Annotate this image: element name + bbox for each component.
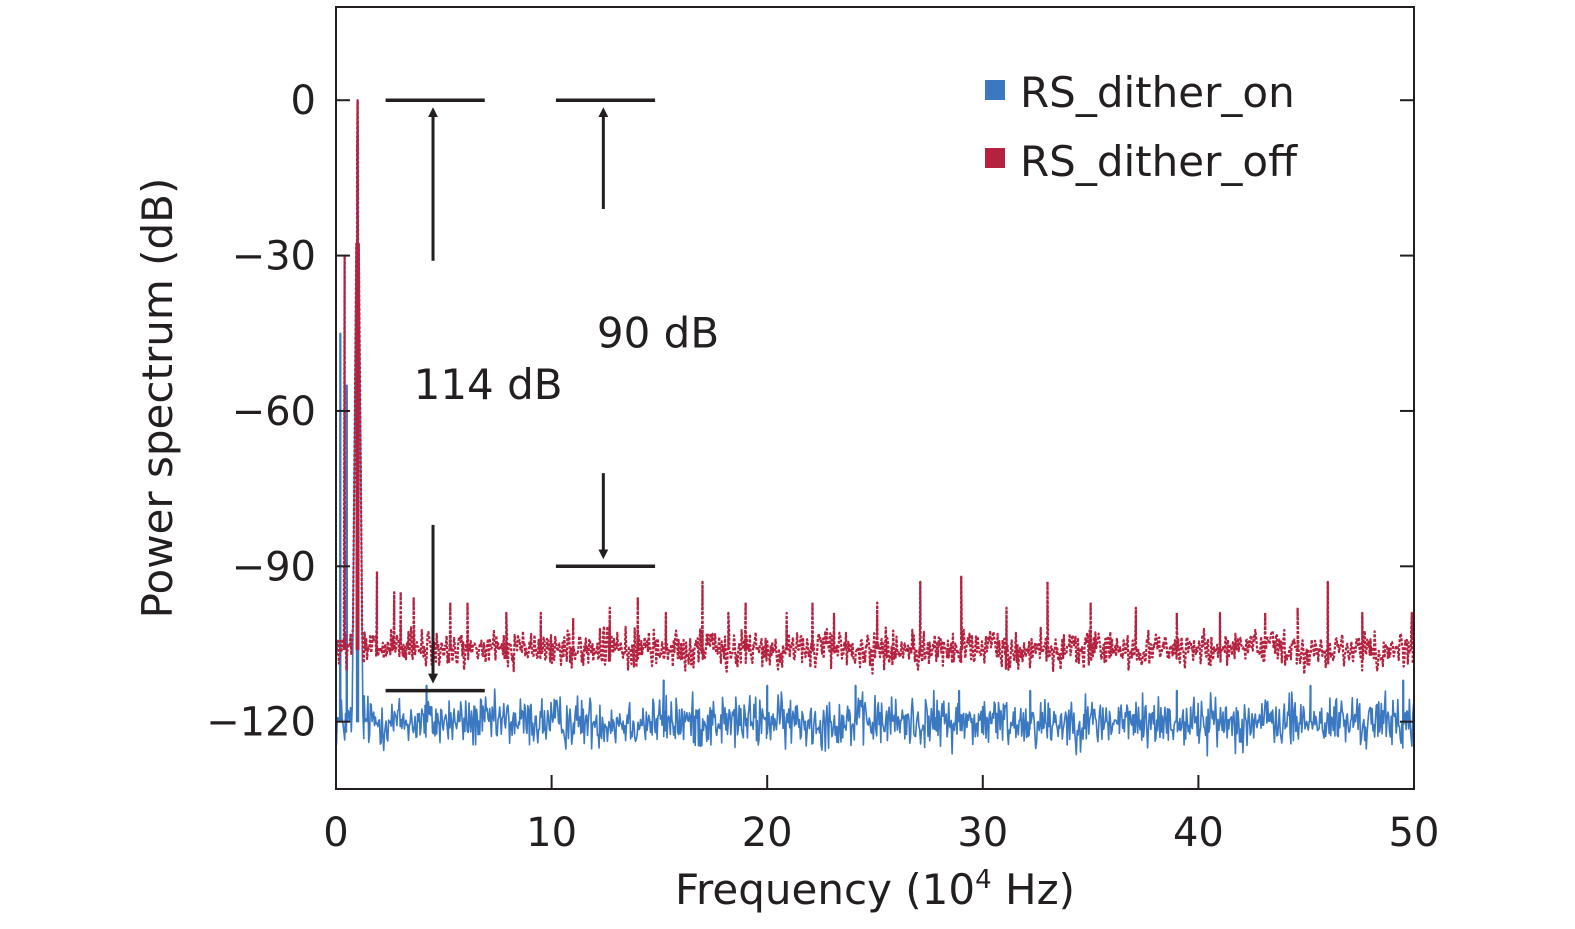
legend: RS_dither_on RS_dither_off <box>985 68 1298 186</box>
annotation-label: 90 dB <box>597 308 719 357</box>
x-axis-title: Frequency (104 Hz) <box>675 865 1075 914</box>
y-tick-label: −30 <box>232 234 316 280</box>
y-tick-label: 0 <box>291 78 316 124</box>
legend-label-dither-off: RS_dither_off <box>1020 137 1298 186</box>
x-tick-label: 20 <box>742 810 793 856</box>
series-dither-on-line <box>335 99 1415 757</box>
legend-swatch-dither-on <box>985 80 1005 100</box>
x-tick-label: 0 <box>323 810 348 856</box>
x-tick-label: 40 <box>1173 810 1224 856</box>
y-tick-label: −90 <box>232 544 316 590</box>
ticks-layer: 0 10 20 30 40 50 0 −30 −60 −90 −120 <box>206 78 1439 856</box>
annotation-label: 114 dB <box>414 360 563 409</box>
x-tick-label: 30 <box>957 810 1008 856</box>
x-tick-label: 10 <box>526 810 577 856</box>
y-tick-label: −60 <box>232 389 316 435</box>
x-tick-label: 50 <box>1389 810 1440 856</box>
legend-label-dither-on: RS_dither_on <box>1020 68 1295 117</box>
legend-swatch-dither-off <box>985 148 1005 168</box>
y-tick-label: −120 <box>206 700 316 746</box>
annotation-layer: 114 dB 90 dB <box>385 98 719 693</box>
series-layer <box>335 99 1415 757</box>
plot-frame <box>335 6 1415 790</box>
y-axis-title: Power spectrum (dB) <box>133 178 182 619</box>
